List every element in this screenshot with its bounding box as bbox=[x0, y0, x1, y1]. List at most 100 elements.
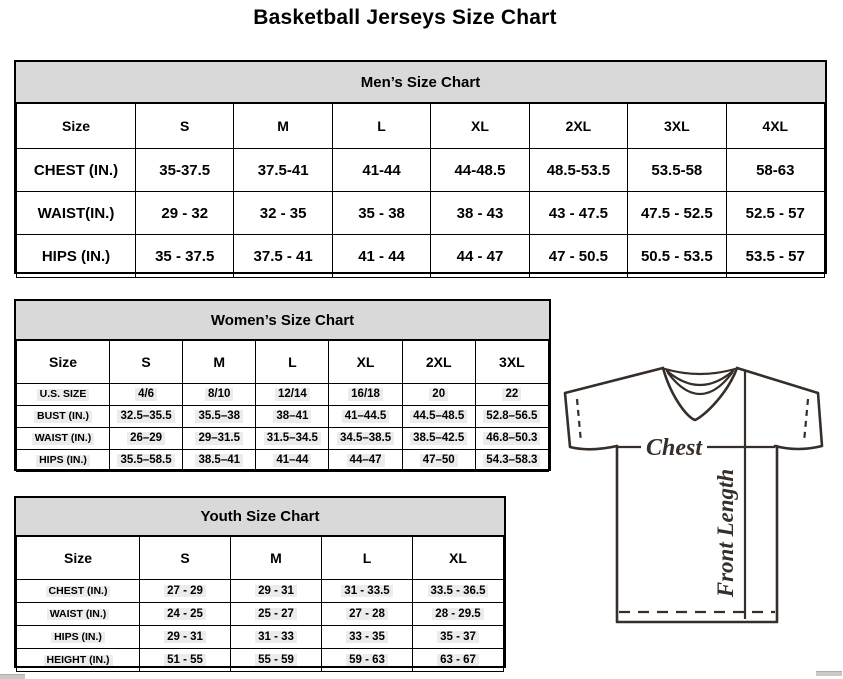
row-label-cell: HIPS (IN.) bbox=[16, 234, 136, 278]
womens-chart-title: Women’s Size Chart bbox=[16, 301, 549, 340]
size-value-cell: 54.3–58.3 bbox=[474, 449, 550, 472]
jersey-right-sleeve bbox=[735, 366, 824, 451]
size-value-cell: 51 - 55 bbox=[139, 648, 231, 672]
column-header-cell: 3XL bbox=[627, 103, 727, 149]
size-value-cell: 58-63 bbox=[725, 148, 826, 192]
size-value-cell: 35.5–58.5 bbox=[108, 449, 184, 472]
size-value-cell: 34.5–38.5 bbox=[328, 427, 403, 450]
measurement-row: U.S. SIZE 4/6 8/10 12/14 16/18 20 22 bbox=[16, 383, 550, 406]
column-header-cell: S bbox=[134, 103, 235, 149]
size-value-cell: 32.5–35.5 bbox=[108, 405, 184, 428]
size-value-cell: 44.5–48.5 bbox=[401, 405, 476, 428]
size-value-cell: 27 - 28 bbox=[321, 602, 413, 626]
youth-chart-title: Youth Size Chart bbox=[16, 498, 504, 536]
size-value-cell: 26–29 bbox=[108, 427, 184, 450]
size-value-cell: 63 - 67 bbox=[412, 648, 504, 672]
size-value-cell: 37.5 - 41 bbox=[233, 234, 333, 278]
column-header-cell: 2XL bbox=[401, 340, 476, 384]
measurement-row: HEIGHT (IN.) 51 - 55 55 - 59 59 - 63 63 - 67 bbox=[16, 648, 504, 672]
mens-size-chart-section: Men’s Size Chart Size S M L XL 2XL 3XL 4XL CHEST… bbox=[14, 60, 827, 278]
size-value-cell: 35 - 38 bbox=[331, 191, 432, 235]
row-label-cell: U.S. SIZE bbox=[16, 383, 110, 406]
size-value-cell: 44-48.5 bbox=[430, 148, 530, 192]
measurement-row: HIPS (IN.) 29 - 31 31 - 33 33 - 35 35 - 37 bbox=[16, 625, 504, 649]
row-label-cell: HIPS (IN.) bbox=[16, 625, 140, 649]
size-value-cell: 50.5 - 53.5 bbox=[627, 234, 727, 278]
row-label-cell: BUST (IN.) bbox=[16, 405, 110, 428]
size-value-cell: 31.5–34.5 bbox=[255, 427, 330, 450]
jersey-collar-top bbox=[663, 367, 737, 376]
size-value-cell: 59 - 63 bbox=[321, 648, 413, 672]
size-value-cell: 29 - 31 bbox=[139, 625, 231, 649]
size-value-cell: 24 - 25 bbox=[139, 602, 231, 626]
measurement-row: WAIST(IN.) 29 - 32 32 - 35 35 - 38 38 - 43 43… bbox=[16, 191, 826, 235]
jersey-vneck bbox=[661, 366, 739, 422]
chest-label: Chest bbox=[646, 435, 703, 461]
size-value-cell: 38–41 bbox=[255, 405, 330, 428]
column-header-cell: Size bbox=[16, 103, 136, 149]
column-header-cell: XL bbox=[412, 536, 504, 580]
size-value-cell: 8/10 bbox=[182, 383, 257, 406]
size-header-row: Size S M L XL 2XL 3XL bbox=[16, 340, 550, 384]
size-value-cell: 35 - 37.5 bbox=[134, 234, 235, 278]
size-value-cell: 31 - 33 bbox=[230, 625, 322, 649]
size-value-cell: 31 - 33.5 bbox=[321, 579, 413, 603]
size-value-cell: 44–47 bbox=[328, 449, 403, 472]
size-value-cell: 35.5–38 bbox=[182, 405, 257, 428]
size-value-cell: 41–44.5 bbox=[328, 405, 403, 428]
column-header-cell: Size bbox=[16, 340, 110, 384]
mens-size-table: Size S M L XL 2XL 3XL 4XL CHEST (IN.) 35-37.5 37.5… bbox=[16, 103, 826, 278]
left-cuff-dashed-line bbox=[575, 398, 583, 443]
size-value-cell: 20 bbox=[401, 383, 476, 406]
youth-size-table: Size S M L XL CHEST (IN.) 27 - 29 29 - 31 31 - 3… bbox=[16, 536, 504, 672]
size-value-cell: 33.5 - 36.5 bbox=[412, 579, 504, 603]
size-value-cell: 29–31.5 bbox=[182, 427, 257, 450]
row-label-cell: HIPS (IN.) bbox=[16, 449, 110, 472]
size-value-cell: 47.5 - 52.5 bbox=[627, 191, 727, 235]
size-value-cell: 41–44 bbox=[255, 449, 330, 472]
measurement-row: BUST (IN.) 32.5–35.5 35.5–38 38–41 41–44.5 44… bbox=[16, 405, 550, 428]
column-header-cell: L bbox=[321, 536, 413, 580]
right-cuff-dashed-line bbox=[802, 398, 810, 443]
row-label-cell: CHEST (IN.) bbox=[16, 579, 140, 603]
youth-size-chart-section: Youth Size Chart Size S M L XL CHEST (IN.) 27 … bbox=[14, 496, 506, 672]
column-header-cell: S bbox=[139, 536, 231, 580]
size-value-cell: 48.5-53.5 bbox=[528, 148, 629, 192]
size-value-cell: 37.5-41 bbox=[233, 148, 333, 192]
size-value-cell: 29 - 31 bbox=[230, 579, 322, 603]
column-header-cell: 2XL bbox=[528, 103, 629, 149]
column-header-cell: M bbox=[182, 340, 257, 384]
horizontal-scrollbar-fragment-right[interactable] bbox=[816, 671, 842, 676]
row-label-cell: WAIST(IN.) bbox=[16, 191, 136, 235]
size-value-cell: 53.5-58 bbox=[627, 148, 727, 192]
size-value-cell: 41 - 44 bbox=[331, 234, 432, 278]
size-value-cell: 52.8–56.5 bbox=[474, 405, 550, 428]
size-value-cell: 12/14 bbox=[255, 383, 330, 406]
size-value-cell: 47–50 bbox=[401, 449, 476, 472]
size-value-cell: 22 bbox=[474, 383, 550, 406]
size-value-cell: 16/18 bbox=[328, 383, 403, 406]
mens-chart-title: Men’s Size Chart bbox=[16, 62, 825, 103]
size-value-cell: 52.5 - 57 bbox=[725, 191, 826, 235]
size-value-cell: 55 - 59 bbox=[230, 648, 322, 672]
column-header-cell: Size bbox=[16, 536, 140, 580]
size-value-cell: 35 - 37 bbox=[412, 625, 504, 649]
size-value-cell: 44 - 47 bbox=[430, 234, 530, 278]
column-header-cell: XL bbox=[430, 103, 530, 149]
size-value-cell: 53.5 - 57 bbox=[725, 234, 826, 278]
column-header-cell: M bbox=[230, 536, 322, 580]
page-title: Basketball Jerseys Size Chart bbox=[253, 6, 557, 29]
measurement-row: WAIST (IN.) 24 - 25 25 - 27 27 - 28 28 - 29.… bbox=[16, 602, 504, 626]
column-header-cell: XL bbox=[328, 340, 403, 384]
size-value-cell: 46.8–50.3 bbox=[474, 427, 550, 450]
size-header-row: Size S M L XL bbox=[16, 536, 504, 580]
front-length-label: Front Length bbox=[713, 469, 738, 598]
row-label-cell: CHEST (IN.) bbox=[16, 148, 136, 192]
horizontal-scrollbar-fragment-left[interactable] bbox=[0, 674, 25, 679]
row-label-cell: HEIGHT (IN.) bbox=[16, 648, 140, 672]
size-value-cell: 47 - 50.5 bbox=[528, 234, 629, 278]
column-header-cell: 4XL bbox=[725, 103, 826, 149]
jersey-collar-arc1 bbox=[665, 369, 735, 386]
womens-size-chart-section: Women’s Size Chart Size S M L XL 2XL 3XL U.S. S… bbox=[14, 299, 551, 472]
measurement-row: HIPS (IN.) 35 - 37.5 37.5 - 41 41 - 44 44 - … bbox=[16, 234, 826, 278]
